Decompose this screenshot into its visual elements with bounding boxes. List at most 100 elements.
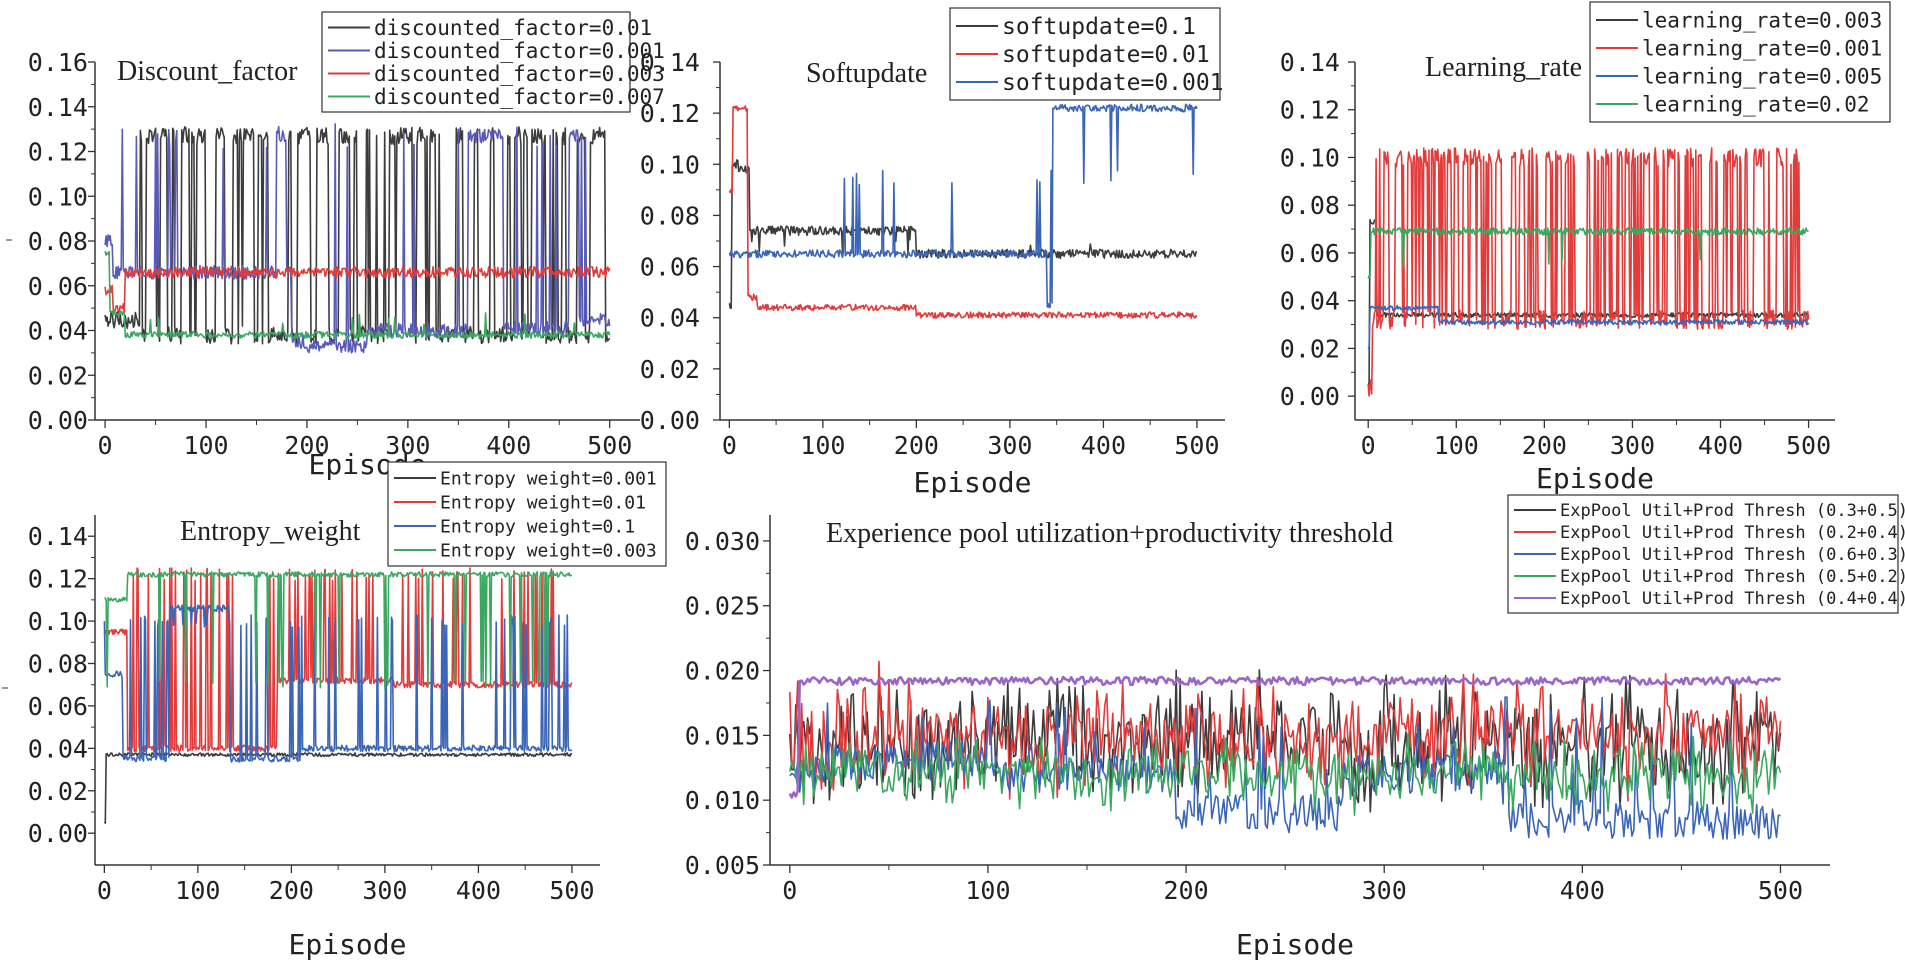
- x-tick-label: 300: [1362, 876, 1407, 905]
- y-tick-label: 0.00: [28, 406, 88, 435]
- legend-entry: ExpPool Util+Prod Thresh (0.5+0.2): [1560, 567, 1905, 587]
- legend-entry: learning_rate=0.003: [1642, 8, 1882, 32]
- y-tick-label: 0.14: [640, 48, 700, 77]
- series-line-2: [103, 567, 573, 753]
- y-tick-label: 0.06: [640, 253, 700, 282]
- x-axis-label: Episode: [1236, 928, 1354, 961]
- x-tick-label: 400: [486, 431, 531, 460]
- x-axis-label: Episode: [288, 928, 406, 961]
- y-tick-label: 0.08: [1280, 191, 1340, 220]
- x-tick-label: 0: [782, 876, 797, 905]
- x-tick-label: 0: [97, 876, 112, 905]
- y-tick-label: 0.02: [1280, 334, 1340, 363]
- series-line-5: [788, 675, 1782, 799]
- series-line-3: [728, 103, 1198, 309]
- legend-entry: discounted_factor=0.007: [374, 85, 665, 109]
- chart-title: Discount_factor: [117, 56, 298, 87]
- y-tick-label: 0.10: [1280, 143, 1340, 172]
- chart-title: Entropy_weight: [180, 516, 361, 547]
- y-tick-label: 0.02: [28, 777, 88, 806]
- chart-4: 0.00 0.02 0.04 0.06 0.08 0.10 0.12 0.14 0 100 200 3…: [28, 461, 667, 961]
- legend-entry: Entropy weight=0.001: [440, 468, 657, 489]
- series-line-3: [104, 266, 611, 315]
- y-tick-label: 0.12: [28, 138, 88, 167]
- legend-entry: softupdate=0.1: [1002, 14, 1196, 40]
- x-tick-label: 500: [1786, 431, 1831, 460]
- legend: Entropy weight=0.001 Entropy weight=0.01 E…: [387, 461, 667, 567]
- legend: discounted_factor=0.01 discounted_factor=…: [321, 11, 665, 113]
- y-tick-label: 0.08: [28, 649, 88, 678]
- legend-entry: discounted_factor=0.01: [374, 16, 652, 40]
- legend-box: [1507, 494, 1899, 614]
- chart-1: 0.00 0.02 0.04 0.06 0.08 0.10 0.12 0.14 0.16 0 100…: [28, 11, 665, 481]
- y-tick-label: 0.02: [28, 361, 88, 390]
- y-tick-label: 0.06: [1280, 239, 1340, 268]
- y-tick-label: 0.025: [685, 592, 760, 621]
- x-axis-label: Episode: [913, 466, 1031, 499]
- x-tick-label: 200: [269, 876, 314, 905]
- x-tick-label: 200: [1163, 876, 1208, 905]
- y-tick-label: 0.005: [685, 851, 760, 880]
- x-tick-label: 300: [362, 876, 407, 905]
- y-tick-label: 0.10: [28, 182, 88, 211]
- legend-entry: Entropy weight=0.003: [440, 540, 657, 561]
- x-tick-label: 100: [1434, 431, 1479, 460]
- x-tick-label: 300: [987, 431, 1032, 460]
- chart-title: Softupdate: [806, 58, 927, 89]
- legend-entry: softupdate=0.001: [1002, 70, 1224, 96]
- series-line-4: [104, 571, 572, 691]
- y-tick-label: 0.04: [1280, 287, 1340, 316]
- x-tick-label: 500: [1758, 876, 1803, 905]
- series-line-1: [728, 159, 1198, 309]
- chart-5: 0.005 0.010 0.015 0.020 0.025 0.030 0 100 200 300…: [685, 494, 1905, 961]
- series-line-2: [789, 660, 1782, 802]
- x-tick-label: 100: [175, 876, 220, 905]
- series-line-3: [1367, 304, 1810, 350]
- x-tick-label: 400: [1081, 431, 1126, 460]
- x-tick-label: 0: [98, 431, 113, 460]
- y-tick-label: 0.14: [28, 522, 88, 551]
- legend-entry: softupdate=0.01: [1002, 42, 1210, 68]
- chart-2: 0.00 0.02 0.04 0.06 0.08 0.10 0.12 0.14 0 100 200 3…: [640, 7, 1225, 499]
- x-tick-label: 500: [549, 876, 594, 905]
- legend-entry: learning_rate=0.005: [1642, 64, 1882, 88]
- legend-entry: ExpPool Util+Prod Thresh (0.2+0.4): [1560, 523, 1905, 543]
- x-tick-label: 300: [385, 431, 430, 460]
- y-tick-label: 0.08: [28, 227, 88, 256]
- chart-3: 0.00 0.02 0.04 0.06 0.08 0.10 0.12 0.14 0 100 200 3…: [1280, 1, 1891, 495]
- x-tick-label: 300: [1610, 431, 1655, 460]
- y-tick-label: 0.04: [28, 317, 88, 346]
- x-tick-label: 100: [965, 876, 1010, 905]
- legend-box: [1589, 1, 1891, 123]
- legend-entry: discounted_factor=0.003: [374, 62, 665, 86]
- series-line-4: [104, 250, 611, 340]
- legend: ExpPool Util+Prod Thresh (0.3+0.5)ExpPoo…: [1507, 494, 1905, 614]
- series-line-1: [104, 126, 611, 345]
- y-tick-label: 0.020: [685, 657, 760, 686]
- x-tick-label: 100: [183, 431, 228, 460]
- x-tick-label: 400: [456, 876, 501, 905]
- chart-title: Learning_rate: [1425, 52, 1582, 83]
- legend-entry: ExpPool Util+Prod Thresh (0.3+0.5): [1560, 501, 1905, 521]
- series-line-4: [1367, 227, 1809, 279]
- legend-entry: Entropy weight=0.01: [440, 492, 646, 513]
- y-tick-label: 0.16: [28, 48, 88, 77]
- y-tick-label: 0.00: [640, 406, 700, 435]
- x-tick-label: 500: [587, 431, 632, 460]
- y-tick-label: 0.06: [28, 692, 88, 721]
- x-axis-label: Episode: [1536, 462, 1654, 495]
- y-tick-label: 0.10: [28, 607, 88, 636]
- y-tick-label: 0.030: [685, 527, 760, 556]
- legend-entry: ExpPool Util+Prod Thresh (0.4+0.4): [1560, 589, 1905, 609]
- legend-entry: learning_rate=0.001: [1642, 36, 1882, 60]
- y-tick-label: 0.14: [28, 93, 88, 122]
- legend-entry: Entropy weight=0.1: [440, 516, 635, 537]
- y-tick-label: 0.00: [1280, 382, 1340, 411]
- series-line-2: [728, 105, 1198, 319]
- x-tick-label: 200: [894, 431, 939, 460]
- y-tick-label: 0.12: [1280, 96, 1340, 125]
- y-tick-label: 0.02: [640, 355, 700, 384]
- x-tick-label: 400: [1560, 876, 1605, 905]
- y-tick-label: 0.010: [685, 786, 760, 815]
